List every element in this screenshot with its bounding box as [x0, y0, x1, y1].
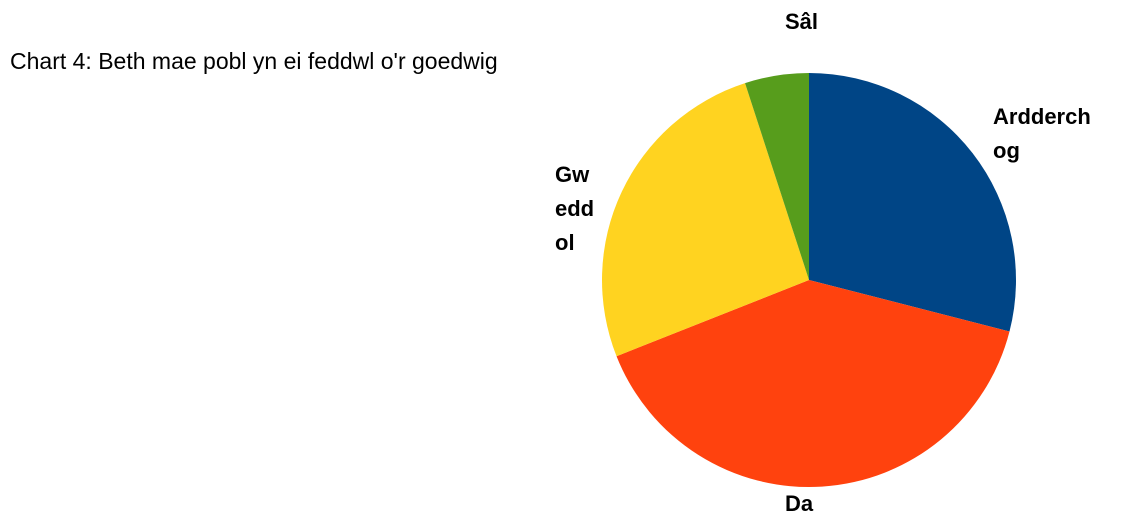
- slice-label: Sâl: [785, 9, 819, 34]
- slice-label: Ardderchog: [993, 104, 1091, 163]
- chart-title: Chart 4: Beth mae pobl yn ei feddwl o'r …: [10, 48, 498, 74]
- pie-slice: [745, 73, 809, 280]
- pie-slice: [616, 280, 1010, 488]
- slice-label: Da: [785, 491, 814, 516]
- pie-slice: [602, 83, 809, 357]
- slice-label: Gweddol: [555, 162, 595, 255]
- pie-slice: [809, 73, 1016, 332]
